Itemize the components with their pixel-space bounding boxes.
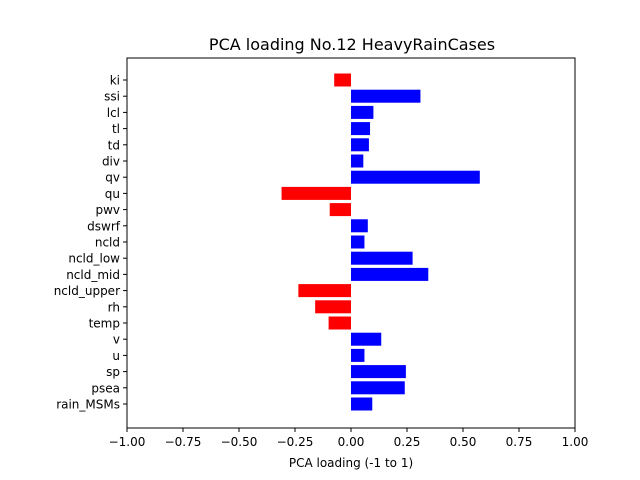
bar-td xyxy=(351,138,369,152)
x-tick-label: −0.75 xyxy=(165,435,202,449)
bar-div xyxy=(351,154,364,168)
plot-frame xyxy=(126,57,576,429)
x-tick-label: 0.75 xyxy=(506,435,533,449)
bar-u xyxy=(351,348,365,362)
y-axis-ticks: ki ssi lcl tl td div qv qu pwv dswrf ncld ncld_lown… xyxy=(54,74,127,412)
bar-lcl xyxy=(351,105,374,119)
y-tick-label: qv xyxy=(105,171,120,185)
x-tick-label: 0.00 xyxy=(338,435,365,449)
y-tick-label: ki xyxy=(110,74,120,88)
x-tick-label: 0.50 xyxy=(450,435,477,449)
y-tick-label: ncld xyxy=(95,236,120,250)
y-tick-label: ncld_mid xyxy=(66,268,120,282)
y-tick-label: temp xyxy=(89,317,120,331)
bar-qu xyxy=(281,186,351,200)
y-tick-label: u xyxy=(112,349,120,363)
bar-pwv xyxy=(329,203,351,217)
bar-temp xyxy=(328,316,351,330)
bar-qv xyxy=(351,170,480,184)
bar-dswrf xyxy=(351,219,368,233)
x-tick-label: −0.25 xyxy=(277,435,314,449)
chart-title: PCA loading No.12 HeavyRainCases xyxy=(209,35,495,54)
x-tick-label: 1.00 xyxy=(562,435,589,449)
y-tick-label: sp xyxy=(106,365,120,379)
bar-sp xyxy=(351,365,406,379)
bar-rh xyxy=(315,300,351,314)
y-tick-label: pwv xyxy=(95,203,120,217)
y-tick-label: rain_MSMs xyxy=(56,398,120,412)
y-tick-label: rh xyxy=(108,300,120,314)
y-tick-label: qu xyxy=(105,187,120,201)
bar-tl xyxy=(351,122,371,136)
x-axis-label: PCA loading (-1 to 1) xyxy=(289,456,413,470)
y-tick-label: ncld_low xyxy=(68,252,120,266)
bar-ncld-mid xyxy=(351,267,429,281)
bar-ki xyxy=(334,73,351,87)
y-tick-label: ssi xyxy=(104,90,120,104)
bar-ncld xyxy=(351,235,365,249)
bar-rain-msms xyxy=(351,397,373,411)
x-tick-label: 0.25 xyxy=(394,435,421,449)
x-axis-ticks: −1.00 −0.75 −0.50 −0.25 0.00 0.25 0.50 0.75 1.00 xyxy=(109,428,589,449)
y-tick-label: ncld_upper xyxy=(54,284,120,298)
bar-v xyxy=(351,332,382,346)
y-tick-label: psea xyxy=(91,381,120,395)
bar-ncld-upper xyxy=(298,284,351,298)
bar-ncld-low xyxy=(351,251,413,265)
y-tick-label: lcl xyxy=(107,106,120,120)
x-tick-label: −0.50 xyxy=(221,435,258,449)
bar-ssi xyxy=(351,89,421,103)
y-tick-label: tl xyxy=(112,122,120,136)
y-tick-label: dswrf xyxy=(87,219,121,233)
y-tick-label: v xyxy=(113,333,120,347)
bars-group xyxy=(281,73,480,411)
bar-psea xyxy=(351,381,405,395)
x-tick-label: −1.00 xyxy=(109,435,146,449)
y-tick-label: td xyxy=(108,138,120,152)
y-tick-label: div xyxy=(102,155,120,169)
